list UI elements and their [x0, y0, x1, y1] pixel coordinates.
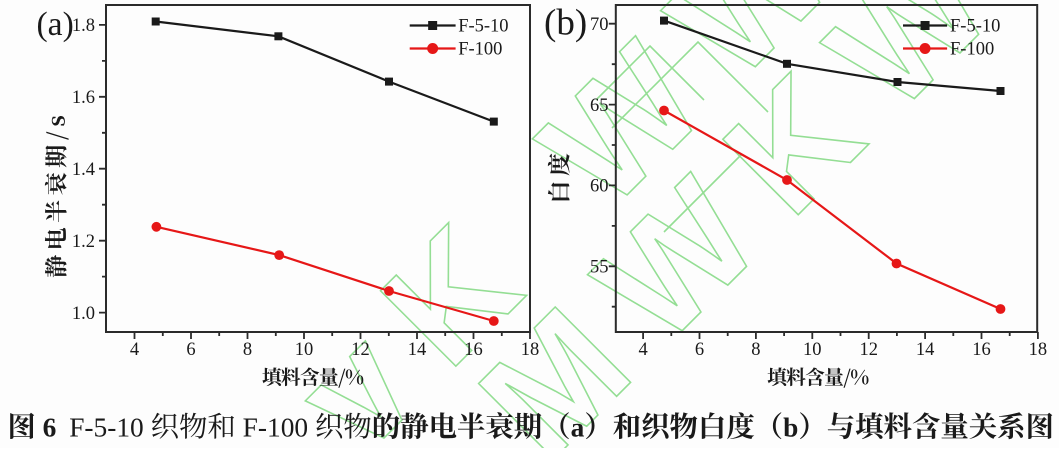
svg-text:1.0: 1.0 [72, 304, 95, 324]
svg-text:(a): (a) [37, 6, 74, 43]
svg-text:60: 60 [590, 177, 609, 197]
svg-text:1.4: 1.4 [72, 160, 95, 180]
svg-text:16: 16 [972, 340, 991, 360]
svg-text:12: 12 [351, 340, 370, 360]
svg-text:8: 8 [751, 340, 760, 360]
svg-text:8: 8 [243, 340, 252, 360]
svg-text:6: 6 [695, 340, 704, 360]
svg-text:14: 14 [916, 340, 935, 360]
svg-text:F-5-10: F-5-10 [950, 17, 1000, 37]
svg-text:6: 6 [36, 413, 63, 443]
svg-text:4: 4 [130, 340, 139, 360]
svg-text:F-5-10: F-5-10 [69, 413, 150, 443]
svg-text:65: 65 [590, 96, 609, 116]
svg-text:10: 10 [295, 340, 314, 360]
svg-text:1.8: 1.8 [72, 16, 95, 36]
svg-text:18: 18 [521, 340, 540, 360]
svg-text:F-100: F-100 [458, 40, 502, 60]
svg-text:4: 4 [638, 340, 647, 360]
svg-text:55: 55 [590, 258, 609, 278]
svg-text:1.6: 1.6 [72, 88, 95, 108]
svg-text:70: 70 [590, 15, 609, 35]
svg-text:12: 12 [859, 340, 878, 360]
svg-text:16: 16 [464, 340, 483, 360]
svg-text:F-5-10: F-5-10 [458, 17, 508, 37]
svg-text:a: a [571, 413, 585, 443]
svg-text:F-100: F-100 [236, 413, 315, 443]
svg-text:(b): (b) [544, 3, 587, 44]
svg-text:18: 18 [1029, 340, 1048, 360]
svg-text:6: 6 [186, 340, 195, 360]
svg-text:b: b [783, 413, 798, 443]
svg-text:1.2: 1.2 [72, 232, 95, 252]
svg-text:F-100: F-100 [950, 40, 994, 60]
svg-text:14: 14 [408, 340, 427, 360]
svg-text:10: 10 [803, 340, 822, 360]
